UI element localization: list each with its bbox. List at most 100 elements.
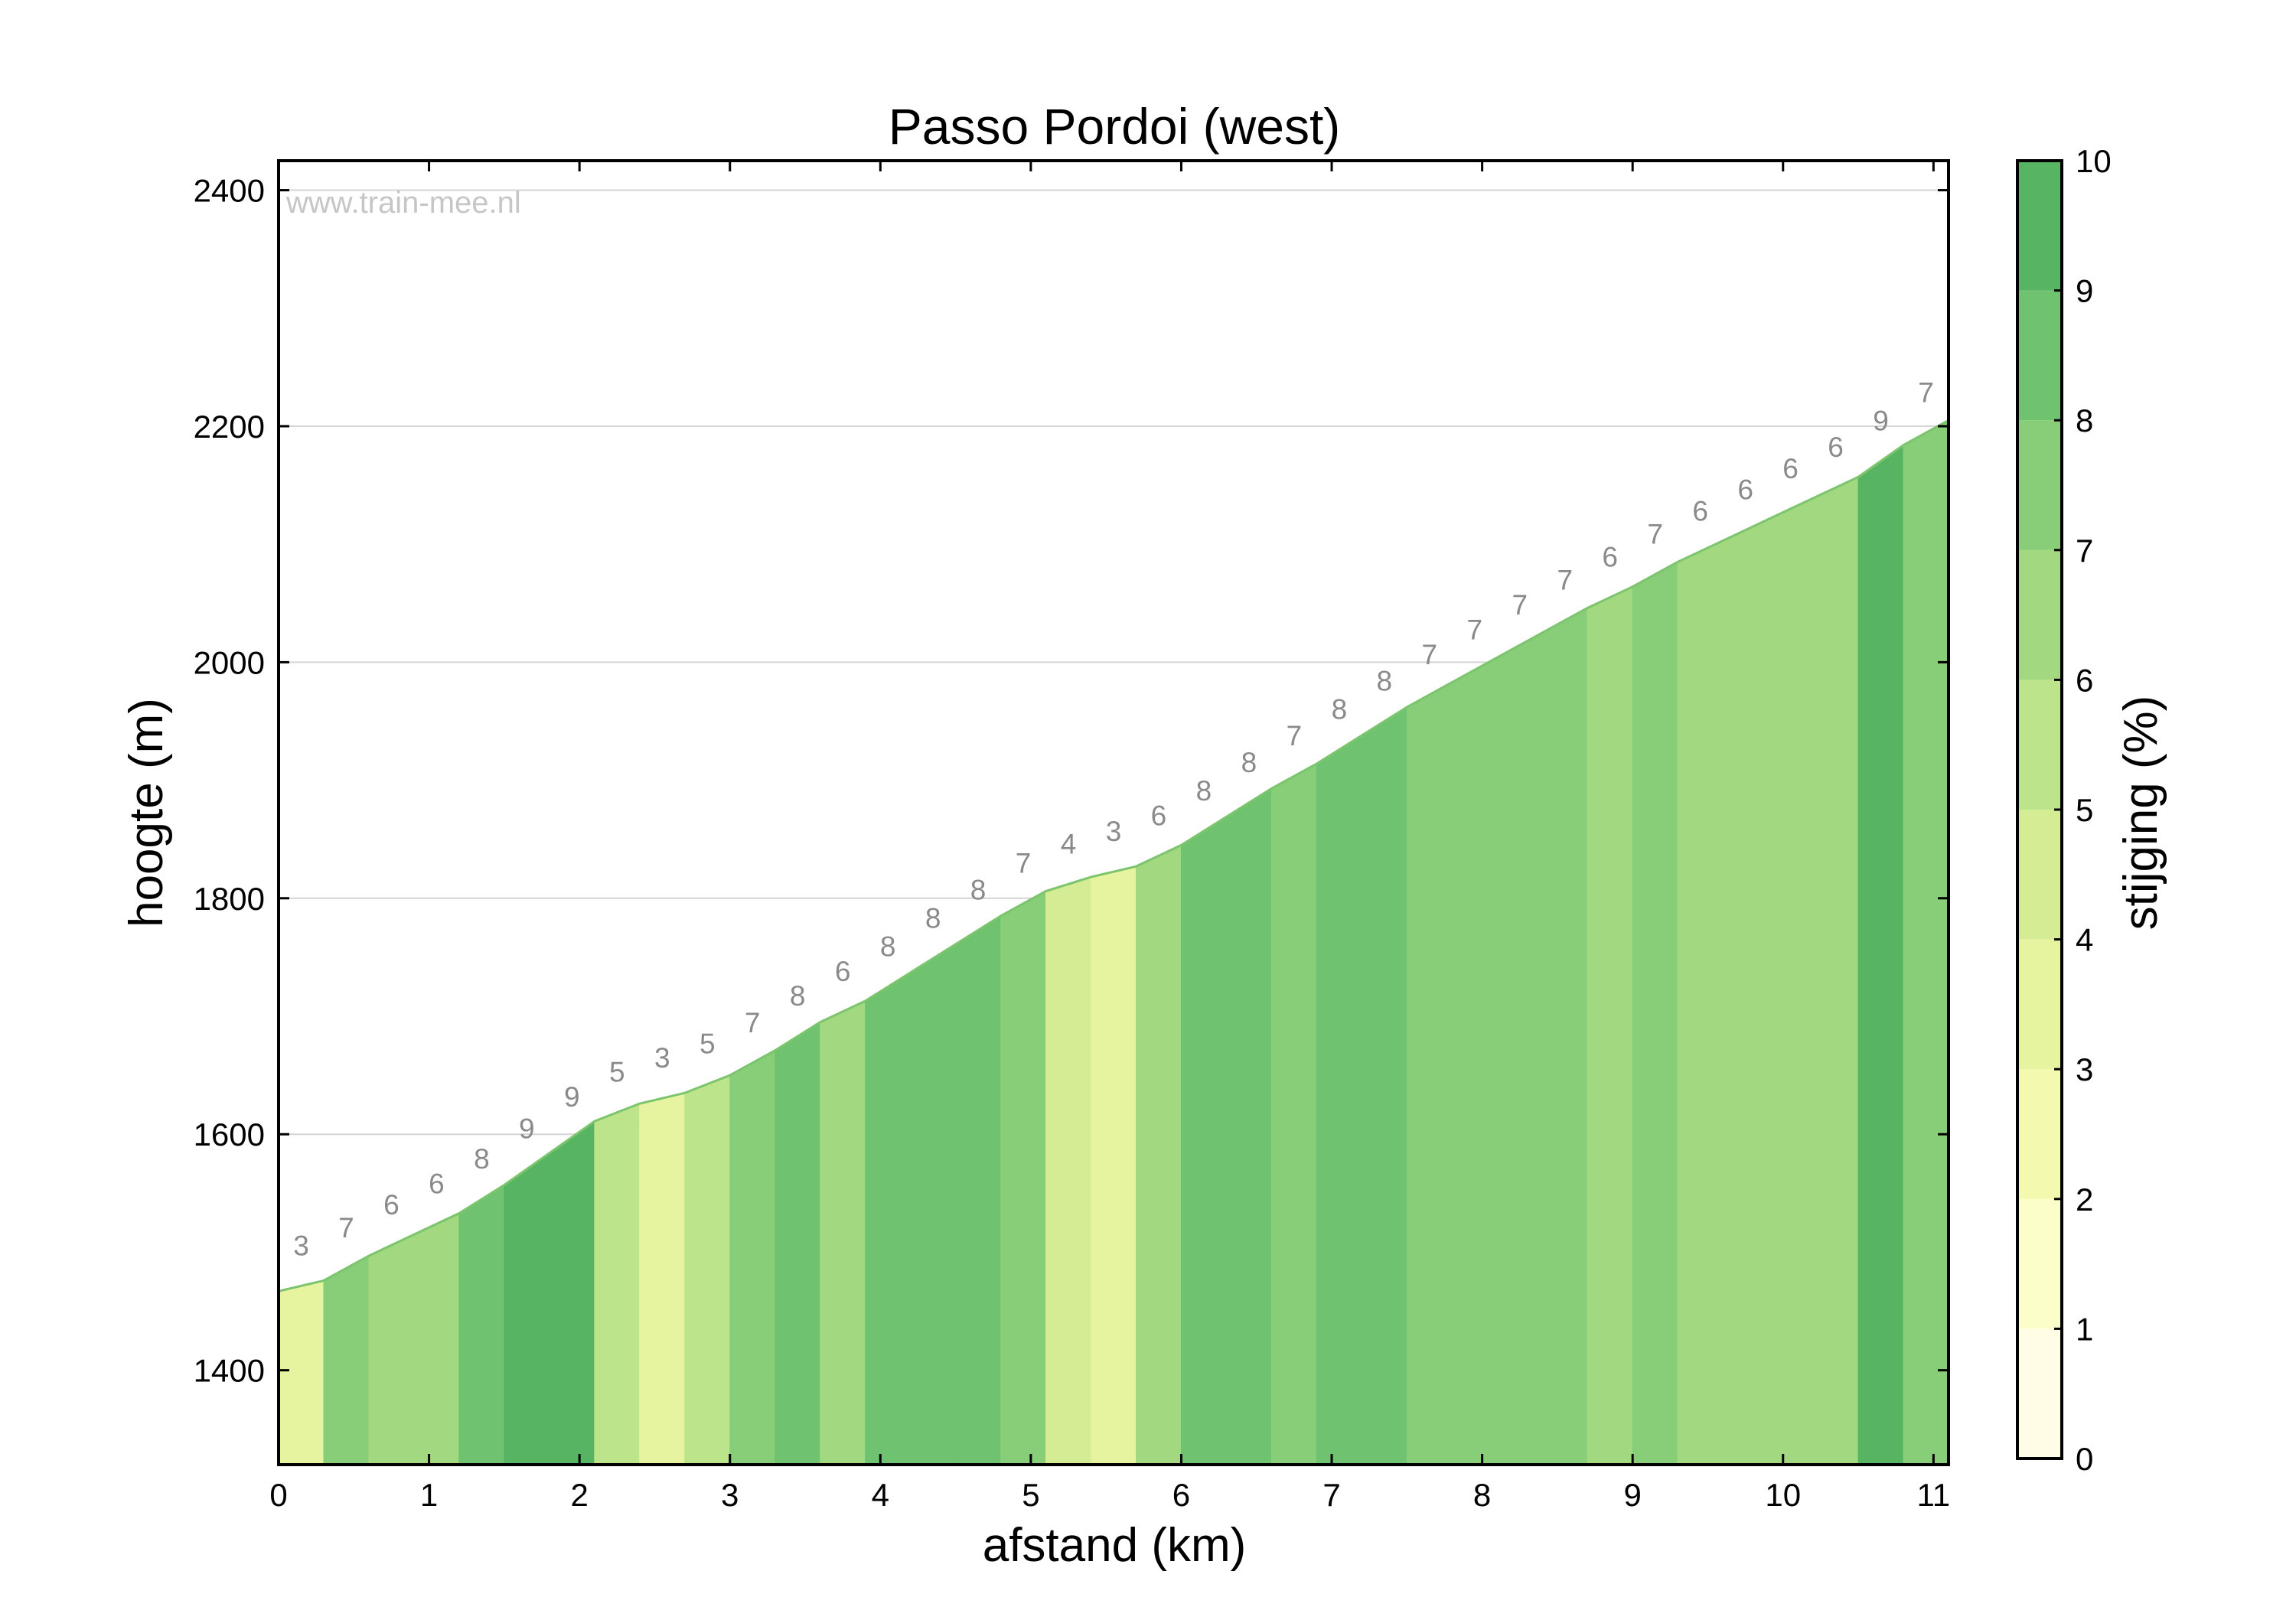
grade-strip-12 xyxy=(820,1000,866,1465)
grade-strip-31 xyxy=(1677,539,1724,1465)
plot-frame xyxy=(277,159,1950,1466)
y-tick-label-2000: 2000 xyxy=(194,644,265,680)
grade-strip-15 xyxy=(955,915,1002,1465)
x-tick-label-0: 0 xyxy=(269,1477,287,1513)
grade-strip-23 xyxy=(1316,735,1362,1465)
y-tick-label-1400: 1400 xyxy=(194,1353,265,1389)
grade-strip-0 xyxy=(278,1279,325,1465)
grade-label-34: 6 xyxy=(1828,432,1844,463)
grade-strips xyxy=(278,419,1949,1465)
grade-strip-30 xyxy=(1632,561,1678,1465)
colorbar-tick-label-7: 7 xyxy=(2076,533,2093,569)
grade-label-31: 6 xyxy=(1692,495,1708,526)
grade-label-10: 7 xyxy=(745,1007,761,1038)
grade-strip-4 xyxy=(458,1184,505,1465)
grade-strip-17 xyxy=(1045,876,1092,1465)
x-tick-label-4: 4 xyxy=(872,1477,889,1513)
x-tick-label-11: 11 xyxy=(1917,1477,1951,1513)
colorbar-tick-label-10: 10 xyxy=(2076,143,2112,179)
colorbar-band-8 xyxy=(2017,290,2062,421)
y-axis-ticks: 1400 1600 1800 2000 2200 2400 xyxy=(194,173,1949,1389)
y-tick-label-2400: 2400 xyxy=(194,173,265,209)
grade-label-13: 8 xyxy=(880,931,896,962)
x-tick-label-7: 7 xyxy=(1322,1477,1340,1513)
colorbar-tick-label-4: 4 xyxy=(2076,922,2093,958)
colorbar-band-9 xyxy=(2017,161,2062,291)
x-tick-label-5: 5 xyxy=(1022,1477,1039,1513)
grade-label-4: 8 xyxy=(474,1143,490,1175)
watermark: www.train-mee.nl xyxy=(285,186,521,220)
colorbar-tick-label-5: 5 xyxy=(2076,792,2093,828)
colorbar-band-3 xyxy=(2017,939,2062,1070)
grade-strip-16 xyxy=(1000,890,1047,1465)
colorbar-tick-label-0: 0 xyxy=(2076,1441,2093,1477)
grade-strip-7 xyxy=(594,1103,641,1465)
x-axis-ticks: 0 1 2 3 4 5 6 7 8 9 10 11 xyxy=(269,161,1950,1513)
grade-label-35: 9 xyxy=(1873,405,1889,436)
colorbar-tick-label-6: 6 xyxy=(2076,662,2093,698)
colorbar: 0 1 2 3 4 5 6 7 8 9 10 xyxy=(2016,143,2112,1477)
grade-strip-26 xyxy=(1451,657,1498,1465)
grade-label-15: 8 xyxy=(970,874,987,905)
grade-label-3: 6 xyxy=(429,1168,445,1199)
grade-strip-24 xyxy=(1361,706,1407,1465)
grade-strip-36 xyxy=(1903,419,1949,1465)
grade-label-8: 3 xyxy=(654,1042,670,1074)
grade-strip-13 xyxy=(865,972,912,1465)
grade-label-14: 8 xyxy=(925,902,941,934)
chart-title: Passo Pordoi (west) xyxy=(889,98,1341,155)
grade-strip-18 xyxy=(1091,865,1137,1465)
grade-label-6: 9 xyxy=(564,1081,580,1113)
colorbar-tick-label-2: 2 xyxy=(2076,1182,2093,1217)
grade-strip-34 xyxy=(1812,476,1859,1465)
profile-line xyxy=(278,419,1949,1292)
x-tick-label-3: 3 xyxy=(721,1477,739,1513)
grade-strip-10 xyxy=(729,1049,776,1465)
grade-strip-19 xyxy=(1135,844,1182,1465)
grade-strip-3 xyxy=(413,1212,460,1465)
colorbar-tick-label-1: 1 xyxy=(2076,1311,2093,1347)
grade-label-24: 8 xyxy=(1377,665,1393,696)
grade-label-11: 8 xyxy=(790,980,806,1012)
x-axis-label: afstand (km) xyxy=(983,1519,1247,1572)
colorbar-band-7 xyxy=(2017,420,2062,550)
grade-strip-29 xyxy=(1587,585,1633,1465)
grade-label-29: 6 xyxy=(1602,542,1618,573)
grade-label-27: 7 xyxy=(1512,589,1528,621)
colorbar-label: stijging (%) xyxy=(2115,696,2167,931)
colorbar-tick-label-8: 8 xyxy=(2076,403,2093,438)
grade-label-30: 7 xyxy=(1647,518,1663,549)
grade-label-16: 7 xyxy=(1016,848,1032,879)
colorbar-band-2 xyxy=(2017,1069,2062,1199)
grade-label-2: 6 xyxy=(383,1189,400,1221)
colorbar-band-0 xyxy=(2017,1328,2062,1459)
x-tick-label-9: 9 xyxy=(1624,1477,1642,1513)
y-tick-label-1600: 1600 xyxy=(194,1116,265,1152)
y-tick-label-2200: 2200 xyxy=(194,409,265,445)
grade-strip-21 xyxy=(1225,787,1272,1465)
grade-strip-1 xyxy=(323,1255,370,1465)
colorbar-band-1 xyxy=(2017,1198,2062,1329)
colorbar-band-6 xyxy=(2017,549,2062,680)
grade-label-20: 8 xyxy=(1196,775,1212,807)
grade-label-28: 7 xyxy=(1557,565,1573,596)
x-tick-label-6: 6 xyxy=(1172,1477,1190,1513)
grade-label-12: 6 xyxy=(835,956,851,987)
grade-label-1: 7 xyxy=(338,1212,354,1244)
grade-label-17: 4 xyxy=(1061,828,1077,859)
grade-strip-2 xyxy=(368,1234,415,1465)
y-axis-label: hoogte (m) xyxy=(120,698,173,927)
grade-label-19: 6 xyxy=(1151,800,1167,831)
colorbar-band-4 xyxy=(2017,810,2062,940)
x-tick-label-2: 2 xyxy=(570,1477,588,1513)
y-tick-label-1800: 1800 xyxy=(194,881,265,917)
grade-strip-32 xyxy=(1722,519,1769,1465)
x-tick-label-8: 8 xyxy=(1473,1477,1491,1513)
grade-strip-20 xyxy=(1180,816,1227,1465)
x-tick-label-10: 10 xyxy=(1765,1477,1801,1513)
grade-strip-11 xyxy=(775,1021,821,1465)
grade-label-5: 9 xyxy=(519,1113,535,1145)
grade-strip-22 xyxy=(1270,763,1317,1465)
grade-label-7: 5 xyxy=(609,1057,625,1088)
